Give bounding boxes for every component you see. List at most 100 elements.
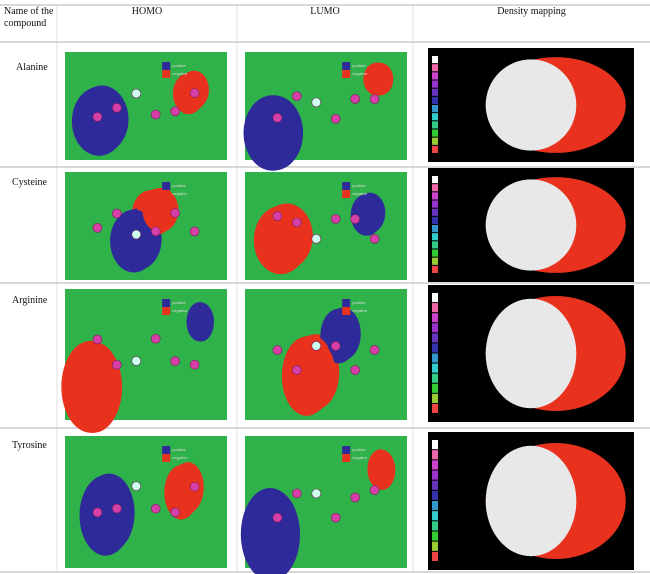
- scale-swatch: [432, 56, 438, 64]
- legend-swatch: [342, 307, 351, 315]
- atom: [112, 360, 122, 370]
- scale-swatch: [432, 460, 438, 470]
- atom: [369, 234, 380, 244]
- scale-swatch: [432, 192, 438, 200]
- header-cell: LUMO: [310, 6, 340, 17]
- lobe: [281, 336, 332, 416]
- legend-label: positive: [172, 183, 186, 188]
- lobe: [75, 85, 129, 154]
- header-cell: Density mapping: [497, 6, 566, 17]
- legend-swatch: [342, 190, 351, 198]
- lobe: [83, 473, 135, 553]
- legend-swatch: [162, 70, 171, 78]
- scale-swatch: [432, 96, 438, 104]
- orbital-image: positive negative: [240, 436, 407, 574]
- scale-swatch: [432, 200, 438, 208]
- surface-white: [485, 445, 577, 557]
- legend-label: positive: [172, 447, 186, 452]
- scale-swatch: [432, 490, 438, 500]
- scale-swatch: [432, 176, 438, 184]
- atom: [189, 88, 200, 98]
- header-cell: HOMO: [131, 6, 163, 17]
- atom: [350, 492, 360, 503]
- atom: [292, 488, 302, 499]
- orbital-image: positive negative: [245, 172, 407, 280]
- legend-label: negative: [172, 455, 188, 460]
- atom: [311, 97, 322, 108]
- legend-label: negative: [352, 71, 368, 76]
- lobe: [350, 193, 383, 236]
- scale-swatch: [432, 105, 438, 113]
- legend-swatch: [342, 62, 351, 70]
- scale-swatch: [432, 241, 438, 249]
- legend-label: negative: [172, 71, 188, 76]
- legend-swatch: [342, 70, 351, 78]
- atom: [272, 112, 283, 123]
- scale-swatch: [432, 333, 438, 343]
- atom: [150, 109, 161, 120]
- lobe: [240, 488, 300, 574]
- atom: [170, 106, 180, 117]
- density-image: [428, 48, 634, 162]
- atom: [150, 226, 161, 237]
- atom: [170, 208, 180, 218]
- legend-swatch: [162, 454, 171, 462]
- lobe: [164, 465, 198, 520]
- scale-swatch: [432, 521, 438, 531]
- atom: [92, 334, 103, 345]
- scale-swatch: [432, 233, 438, 241]
- atom: [189, 226, 200, 237]
- atom: [350, 365, 360, 375]
- lobe: [261, 203, 313, 269]
- scale-swatch: [432, 145, 438, 153]
- atom: [311, 488, 322, 499]
- atom: [330, 114, 341, 124]
- scale-swatch: [432, 531, 438, 541]
- scale-swatch: [432, 208, 438, 216]
- atom: [150, 333, 161, 344]
- atom: [150, 503, 161, 514]
- scale-swatch: [432, 440, 438, 450]
- legend-swatch: [162, 182, 171, 190]
- atom: [330, 512, 341, 523]
- atom: [272, 345, 283, 355]
- lobe: [243, 95, 302, 171]
- atom: [350, 94, 360, 104]
- scale-swatch: [432, 257, 438, 265]
- legend-label: negative: [172, 308, 188, 313]
- lobe: [187, 302, 215, 342]
- scale-swatch: [432, 249, 438, 257]
- orbital-image: positive negative: [245, 289, 407, 420]
- scale-swatch: [432, 265, 438, 273]
- scale-swatch: [432, 129, 438, 137]
- atom: [131, 356, 142, 366]
- lobe: [110, 209, 158, 273]
- header-cell: Name of the compound: [4, 6, 54, 29]
- legend-swatch: [162, 62, 171, 70]
- legend-swatch: [162, 307, 171, 315]
- scale-swatch: [432, 323, 438, 333]
- atom: [112, 103, 122, 113]
- scale-swatch: [432, 184, 438, 192]
- orbital-image: positive negative: [61, 289, 227, 433]
- legend-label: positive: [352, 300, 366, 305]
- legend-label: positive: [352, 183, 366, 188]
- atom: [350, 214, 360, 224]
- lobe: [61, 340, 120, 433]
- scale-swatch: [432, 501, 438, 511]
- lobe: [325, 307, 361, 361]
- atom: [292, 217, 302, 228]
- density-image: [428, 168, 634, 282]
- atom: [311, 341, 322, 351]
- scale-swatch: [432, 511, 438, 521]
- row-name: Cysteine: [12, 177, 47, 188]
- scale-swatch: [432, 393, 438, 403]
- scale-swatch: [432, 313, 438, 323]
- atom: [131, 229, 142, 240]
- atom: [311, 234, 322, 244]
- scale-swatch: [432, 72, 438, 80]
- atom: [92, 223, 103, 233]
- legend-label: negative: [352, 191, 368, 196]
- atom: [92, 112, 103, 122]
